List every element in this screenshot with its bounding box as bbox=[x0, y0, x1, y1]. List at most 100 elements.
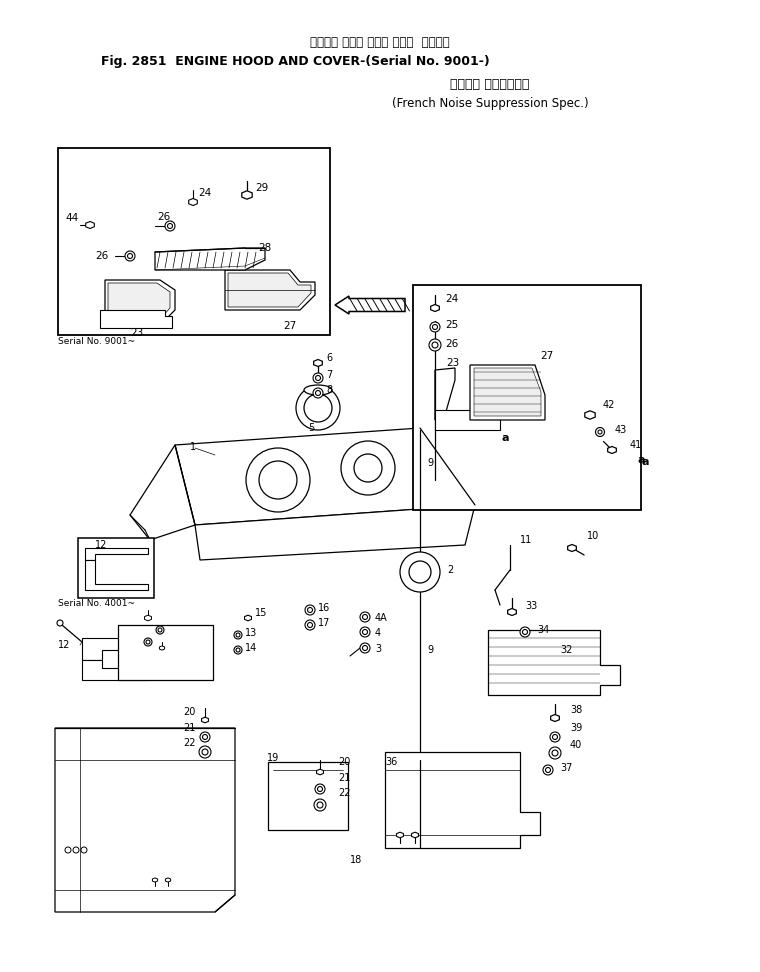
Text: 6: 6 bbox=[326, 353, 332, 363]
Text: 24: 24 bbox=[198, 188, 211, 198]
Circle shape bbox=[165, 221, 175, 231]
Circle shape bbox=[199, 746, 211, 758]
Polygon shape bbox=[105, 280, 175, 320]
Polygon shape bbox=[316, 769, 324, 775]
Circle shape bbox=[200, 732, 210, 742]
Text: 18: 18 bbox=[350, 855, 363, 865]
Circle shape bbox=[125, 251, 135, 261]
Circle shape bbox=[65, 847, 71, 853]
Circle shape bbox=[363, 614, 368, 619]
Polygon shape bbox=[153, 878, 157, 883]
Circle shape bbox=[360, 643, 370, 653]
Text: フランス 電音規制仕様: フランス 電音規制仕様 bbox=[451, 78, 530, 90]
Text: 33: 33 bbox=[525, 601, 537, 611]
Text: 1: 1 bbox=[190, 442, 196, 452]
Circle shape bbox=[553, 735, 558, 740]
Polygon shape bbox=[431, 304, 439, 311]
Circle shape bbox=[523, 630, 527, 635]
Circle shape bbox=[432, 325, 438, 330]
Text: 9: 9 bbox=[427, 645, 433, 655]
Text: 14: 14 bbox=[245, 643, 257, 653]
Circle shape bbox=[400, 552, 440, 592]
Circle shape bbox=[360, 627, 370, 637]
Circle shape bbox=[246, 448, 310, 512]
Text: 32: 32 bbox=[560, 645, 572, 655]
Text: 12: 12 bbox=[95, 540, 107, 550]
Circle shape bbox=[318, 786, 322, 791]
Circle shape bbox=[144, 638, 152, 646]
Circle shape bbox=[158, 628, 162, 632]
Circle shape bbox=[304, 394, 332, 422]
Polygon shape bbox=[245, 615, 252, 621]
Polygon shape bbox=[82, 638, 148, 660]
Polygon shape bbox=[225, 270, 315, 310]
Text: 23: 23 bbox=[446, 358, 459, 368]
Polygon shape bbox=[166, 878, 170, 883]
Text: 26: 26 bbox=[445, 339, 458, 349]
Text: 9: 9 bbox=[427, 458, 433, 468]
Text: 43: 43 bbox=[615, 425, 627, 435]
Polygon shape bbox=[188, 198, 198, 205]
Text: 22: 22 bbox=[183, 738, 195, 748]
Circle shape bbox=[73, 847, 79, 853]
Polygon shape bbox=[568, 544, 576, 551]
Polygon shape bbox=[413, 285, 641, 510]
Circle shape bbox=[202, 749, 208, 755]
Text: 34: 34 bbox=[537, 625, 549, 635]
Circle shape bbox=[596, 428, 604, 436]
Text: 26: 26 bbox=[95, 251, 108, 261]
Circle shape bbox=[315, 784, 325, 794]
Text: 21: 21 bbox=[338, 773, 350, 783]
Text: 2: 2 bbox=[447, 565, 453, 575]
Polygon shape bbox=[82, 660, 148, 680]
Text: 8: 8 bbox=[326, 385, 332, 395]
Polygon shape bbox=[85, 548, 148, 560]
Text: 16: 16 bbox=[318, 603, 331, 613]
Circle shape bbox=[409, 561, 431, 583]
Polygon shape bbox=[435, 410, 500, 430]
Text: 7: 7 bbox=[326, 370, 332, 380]
Polygon shape bbox=[100, 310, 172, 328]
Circle shape bbox=[546, 768, 550, 773]
Circle shape bbox=[314, 799, 326, 811]
Polygon shape bbox=[155, 248, 265, 270]
Circle shape bbox=[305, 620, 315, 630]
Polygon shape bbox=[228, 273, 311, 307]
Text: 22: 22 bbox=[338, 788, 350, 798]
Polygon shape bbox=[175, 428, 475, 525]
Polygon shape bbox=[314, 360, 322, 366]
Text: 23: 23 bbox=[130, 328, 143, 338]
Polygon shape bbox=[58, 148, 330, 335]
Text: a: a bbox=[642, 457, 650, 467]
Text: 28: 28 bbox=[258, 243, 271, 253]
Circle shape bbox=[432, 342, 438, 348]
Polygon shape bbox=[242, 191, 252, 199]
Polygon shape bbox=[108, 283, 170, 317]
Text: 20: 20 bbox=[338, 757, 350, 767]
Text: a: a bbox=[502, 433, 509, 443]
Text: 17: 17 bbox=[318, 618, 331, 628]
Circle shape bbox=[234, 646, 242, 654]
Circle shape bbox=[552, 750, 558, 756]
Ellipse shape bbox=[304, 385, 332, 395]
Text: 3: 3 bbox=[375, 644, 381, 654]
Circle shape bbox=[543, 765, 553, 775]
Text: 25: 25 bbox=[445, 320, 458, 330]
Polygon shape bbox=[608, 446, 616, 454]
Circle shape bbox=[598, 430, 602, 434]
Text: 4A: 4A bbox=[375, 613, 388, 623]
Polygon shape bbox=[268, 762, 348, 830]
Circle shape bbox=[57, 620, 63, 626]
Polygon shape bbox=[130, 445, 195, 540]
Circle shape bbox=[156, 626, 164, 634]
Text: 29: 29 bbox=[255, 183, 268, 193]
Polygon shape bbox=[470, 365, 545, 420]
Polygon shape bbox=[385, 752, 540, 848]
Circle shape bbox=[128, 254, 132, 259]
Circle shape bbox=[363, 630, 368, 635]
Polygon shape bbox=[78, 538, 154, 598]
Circle shape bbox=[520, 627, 530, 637]
Polygon shape bbox=[508, 608, 516, 615]
Text: 37: 37 bbox=[560, 763, 572, 773]
Text: 42: 42 bbox=[603, 400, 616, 410]
